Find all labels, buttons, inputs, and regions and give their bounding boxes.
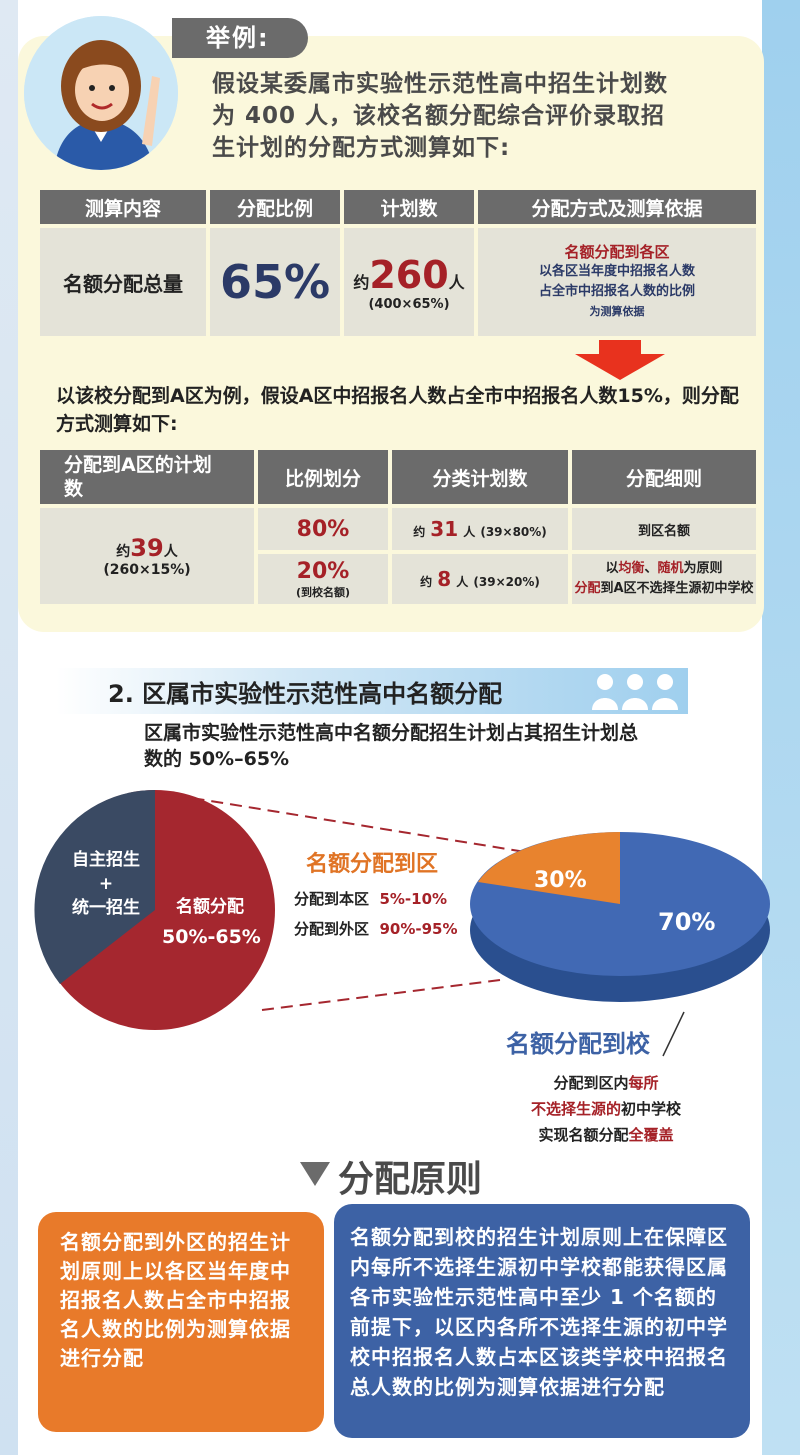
district-own: 分配到本区 5%-10% [294,890,448,908]
header-plan: 计划数 [344,190,474,224]
example-a-district-text: 以该校分配到A区为例，假设A区中招报名人数占全市中招报名人数15%，则分配方式测… [56,385,739,435]
header-a-plan: 分配到A区的计划数 [40,450,254,504]
header-division: 比例划分 [258,450,388,504]
pie3d-slice-orange [478,832,620,904]
pie3d-orange-label: 30% [534,868,587,893]
principle-right-box: 名额分配到校的招生计划原则上在保障区内每所不选择生源初中学校都能获得区属各市实验… [334,1204,750,1438]
cell-rule-1: 到区名额 [572,508,756,550]
example-intro: 假设某委属市实验性示范性高中招生计划数为 400 人，该校名额分配综合评价录取招… [212,71,668,161]
right-border [762,0,800,1455]
cell-method: 名额分配到各区 以各区当年度中招报名人数 占全市中招报名人数的比例 为测算依据 [478,228,756,336]
cell-content: 名额分配总量 [40,228,206,336]
right-slice-label: 名额分配 50%-65% [162,897,261,948]
cell-count-31: 约 31 人 (39×80%) [392,508,568,550]
header-method: 分配方式及测算依据 [478,190,756,224]
header-content: 测算内容 [40,190,206,224]
cell-rule-2: 以均衡、随机为原则 分配到A区不选择生源初中学校 [572,554,756,604]
section2-title: 2. 区属市实验性示范性高中名额分配 [108,680,503,708]
school-title: 名额分配到校 [506,1030,650,1058]
header-rules: 分配细则 [572,450,756,504]
cell-ratio-20: 20% (到校名额) [258,554,388,604]
connector-bottom [261,979,501,1011]
cell-plan: 约260人 (400×65%) [344,228,474,336]
allocation-pies [34,789,770,1057]
district-other: 分配到外区 90%-95% [294,920,458,938]
down-arrow-icon [575,340,665,380]
principle-left-box: 名额分配到外区的招生计划原则上以各区当年度中招报名人数占全市中招报名人数的比例为… [38,1212,324,1432]
calc-table: 测算内容 分配比例 计划数 分配方式及测算依据 名额分配总量 65% 约260人… [36,186,760,340]
school-desc: 分配到区内每所 不选择生源的初中学校 实现名额分配全覆盖 [530,1074,682,1144]
left-border [0,0,18,1455]
district-a-table: 分配到A区的计划数 比例划分 分类计划数 分配细则 约39人 (260×15%)… [36,446,760,608]
header-category-count: 分类计划数 [392,450,568,504]
school-pointer [662,1011,685,1057]
triangle-down-icon [300,1162,330,1186]
cell-ratio-80: 80% [258,508,388,550]
cell-count-8: 约 8 人 (39×20%) [392,554,568,604]
teacher-avatar [24,16,178,170]
pie3d-blue-label: 70% [658,908,716,936]
left-slice-label: 自主招生 + 统一招生 [72,850,140,918]
section2-banner [56,668,688,714]
cell-ratio: 65% [210,228,340,336]
example-tag: 举例: [172,18,308,58]
cell-a-plan: 约39人 (260×15%) [40,508,254,604]
district-title: 名额分配到区 [306,852,439,877]
pie-slice-self-unified [34,789,156,984]
section2-desc: 区属市实验性示范性高中名额分配招生计划占其招生计划总数的 50%–65% [144,722,639,770]
header-ratio: 分配比例 [210,190,340,224]
principle-title: 分配原则 [338,1159,483,1200]
people-icon [592,674,678,710]
